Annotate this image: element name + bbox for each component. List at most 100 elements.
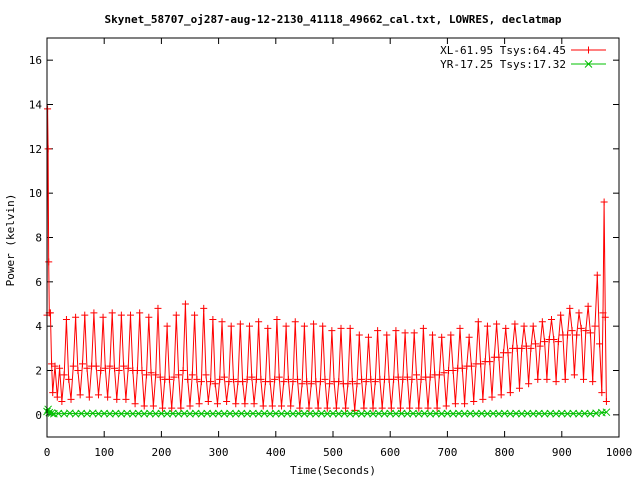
series-1-point [163,322,171,330]
chart-title: Skynet_58707_oj287-aug-12-2130_41118_496… [105,13,562,26]
series-2-point [151,409,160,418]
series-1-point [520,322,528,330]
series-1-point [275,373,283,381]
series-1-point [236,320,244,328]
series-1-point [557,311,565,319]
series-1-point [115,367,123,374]
series-1-point [573,331,581,339]
series-1-point [159,404,167,412]
series-2-point [54,409,63,418]
series-1-point [193,375,201,383]
series-2-point [254,409,263,418]
legend-label: XL-61.95 Tsys:64.45 [440,44,566,57]
series-1-point [110,364,118,372]
series-1-point [477,360,485,368]
series-1-point [266,378,274,386]
series-1-point [435,371,443,379]
series-2-point [449,409,457,418]
series-2-point [495,409,503,418]
series-1-point [348,378,356,386]
series-1-point [511,320,519,328]
legend-label: YR-17.25 Tsys:17.32 [440,58,566,71]
series-1-point [554,338,562,346]
x-tick-label: 600 [380,446,400,459]
x-tick-label: 0 [44,446,51,459]
series-2-point [180,409,189,418]
series-2-point [94,409,103,418]
series-1-point [147,369,155,377]
series-1-point [197,378,205,386]
series-2-point [214,409,223,418]
series-1-point [307,380,315,388]
series-1-point [451,400,459,408]
x-tick-label: 900 [552,446,572,459]
series-2-point [500,409,509,418]
series-2-point [174,409,183,418]
series-1-point [319,322,327,330]
series-2-point [535,409,543,418]
series-2-point [220,409,229,418]
series-2-point [203,409,212,418]
series-1-point [584,302,592,310]
series-1-point [449,367,457,374]
series-1-point [220,373,228,381]
series-1-point [346,324,354,332]
series-1-point [518,344,526,352]
series-1-point [191,311,199,319]
y-tick-label: 16 [29,54,42,67]
series-1-point [369,404,377,412]
series-1-point [344,380,352,388]
series-2-point [540,409,549,418]
series-2-point [563,409,572,418]
x-tick-label: 1000 [606,446,633,459]
series-1-line [46,108,607,411]
series-2-point [569,409,578,418]
series-2-point [271,409,280,418]
series-1-point [495,353,503,361]
series-2-point [346,409,355,418]
series-1-point [46,309,54,317]
series-1-point [282,322,290,330]
series-1-point [168,404,176,412]
x-tick-label: 700 [437,446,457,459]
series-1-point [225,378,233,386]
x-tick-label: 800 [495,446,515,459]
series-1-point [374,327,382,335]
series-1-point [433,404,441,412]
series-1-point [241,400,249,408]
series-2-point [414,409,423,418]
series-1-point [92,362,100,370]
series-1-point [522,342,530,350]
series-1-point [440,369,448,377]
series-1-point [287,402,295,410]
series-2-point [432,409,440,418]
series-1-point [362,378,370,386]
series-1-point [458,364,466,372]
series-2-point [334,409,343,418]
x-tick-label: 400 [266,446,286,459]
series-1-point [367,375,375,383]
y-tick-label: 12 [29,143,42,156]
series-1-point [74,367,82,374]
series-1-point [170,373,178,381]
series-1-point [390,375,398,383]
x-tick-label: 500 [323,446,343,459]
series-2-point [409,409,417,418]
series-1-point [280,378,288,386]
series-1-point [120,362,128,370]
series-1-point [229,375,237,383]
series-1-point [78,360,86,368]
series-1-point [342,404,350,412]
series-1-point [548,316,556,324]
series-1-point [536,342,544,350]
series-1-point [113,395,121,403]
series-2-point [386,409,395,418]
series-2-point [77,409,86,418]
series-1-point [104,393,112,401]
series-1-point [493,320,501,328]
series-2-point [163,409,171,418]
series-1-point [321,375,329,383]
series-1-point [232,400,240,408]
